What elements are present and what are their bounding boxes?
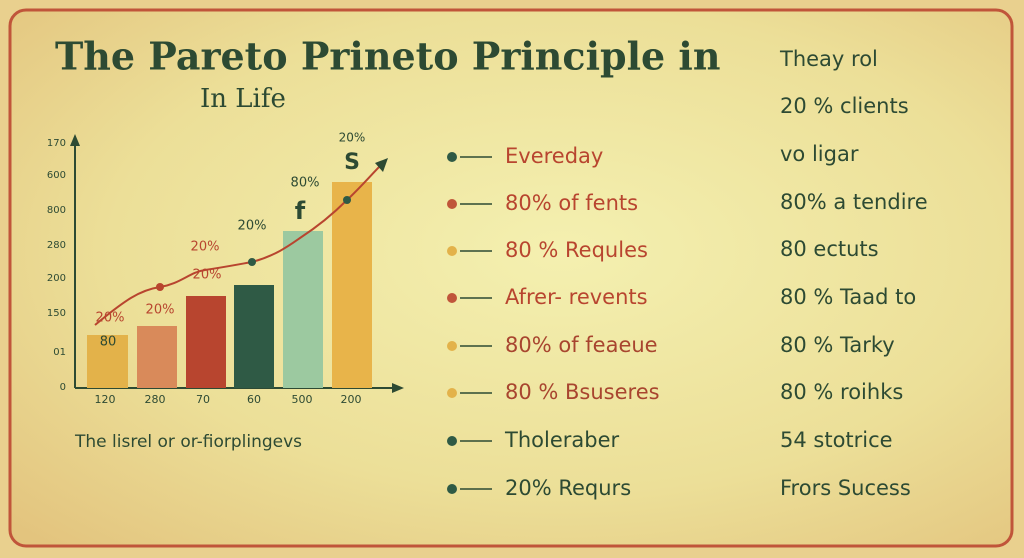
bar-label: S — [344, 150, 360, 175]
list-item: Tholeraber — [504, 428, 619, 452]
right-item: 80% a tendire — [780, 190, 928, 214]
bar-label: 20% — [191, 240, 220, 255]
chart — [70, 134, 404, 393]
axis-arrow — [70, 134, 80, 146]
right-heading: Theay rol — [779, 47, 878, 71]
bullet — [447, 341, 457, 351]
axis-arrow — [392, 383, 404, 393]
list-item: Afrer- revents — [505, 285, 648, 309]
curve-arrow — [375, 158, 388, 172]
bullet — [447, 152, 457, 162]
y-label: 800 — [47, 205, 66, 216]
y-label: 150 — [47, 308, 66, 319]
bullet — [447, 388, 457, 398]
bullet — [447, 293, 457, 303]
y-label: 0 — [60, 382, 66, 393]
subtitle: In Life — [200, 84, 286, 114]
bar-label: 20% — [146, 303, 175, 318]
title: The Pareto Prineto Principle in — [55, 34, 720, 79]
list-item: 80 % Requles — [505, 238, 648, 262]
frame — [8, 8, 1014, 548]
list-item: 80 % Bsuseres — [505, 380, 660, 404]
bar-label: 20% — [238, 219, 267, 234]
list-item: 80% of fents — [505, 191, 638, 215]
bar-label: f — [295, 197, 306, 225]
caption: The lisrel or or-fiorplingevs — [74, 432, 302, 452]
y-label: 600 — [47, 170, 66, 181]
x-label: 70 — [196, 393, 210, 406]
y-label: 280 — [47, 240, 66, 251]
right-item: Frors Sucess — [780, 476, 911, 500]
curve-dot — [248, 258, 256, 266]
y-label: 01 — [53, 347, 66, 358]
bullet — [447, 484, 457, 494]
right-item: 80 ectuts — [780, 237, 879, 261]
list-item: 80% of feaeue — [505, 333, 658, 357]
bar — [87, 335, 128, 388]
list-item: 20% Requrs — [505, 476, 631, 500]
right-item: 80 % Tarky — [780, 333, 895, 357]
list-item: Evereday — [505, 144, 603, 168]
x-label: 500 — [292, 393, 313, 406]
right-item: 80 % Taad to — [780, 285, 916, 309]
curve-dot — [156, 283, 164, 291]
y-label: 170 — [47, 138, 66, 149]
bar — [283, 231, 323, 388]
bar — [234, 285, 274, 388]
right-item: 20 % clients — [780, 94, 909, 118]
bar-label: 20% — [96, 311, 125, 326]
y-label: 200 — [47, 273, 66, 284]
bar — [332, 182, 372, 388]
x-label: 200 — [341, 393, 362, 406]
right-item: 80 % roihks — [780, 380, 903, 404]
bar — [186, 296, 226, 388]
x-label: 60 — [247, 393, 261, 406]
right-item: 54 stotrice — [780, 428, 893, 452]
right-item: vo ligar — [780, 142, 859, 166]
x-label: 280 — [145, 393, 166, 406]
curve-dot — [343, 196, 351, 204]
bar — [137, 326, 177, 388]
bullet — [447, 436, 457, 446]
bar-label: 80% — [291, 176, 320, 191]
bar-label: 80 — [100, 335, 117, 350]
bar-label: 20% — [339, 131, 366, 145]
bar-label: 20% — [193, 268, 222, 283]
bullet — [447, 199, 457, 209]
bullet — [447, 246, 457, 256]
x-label: 120 — [95, 393, 116, 406]
